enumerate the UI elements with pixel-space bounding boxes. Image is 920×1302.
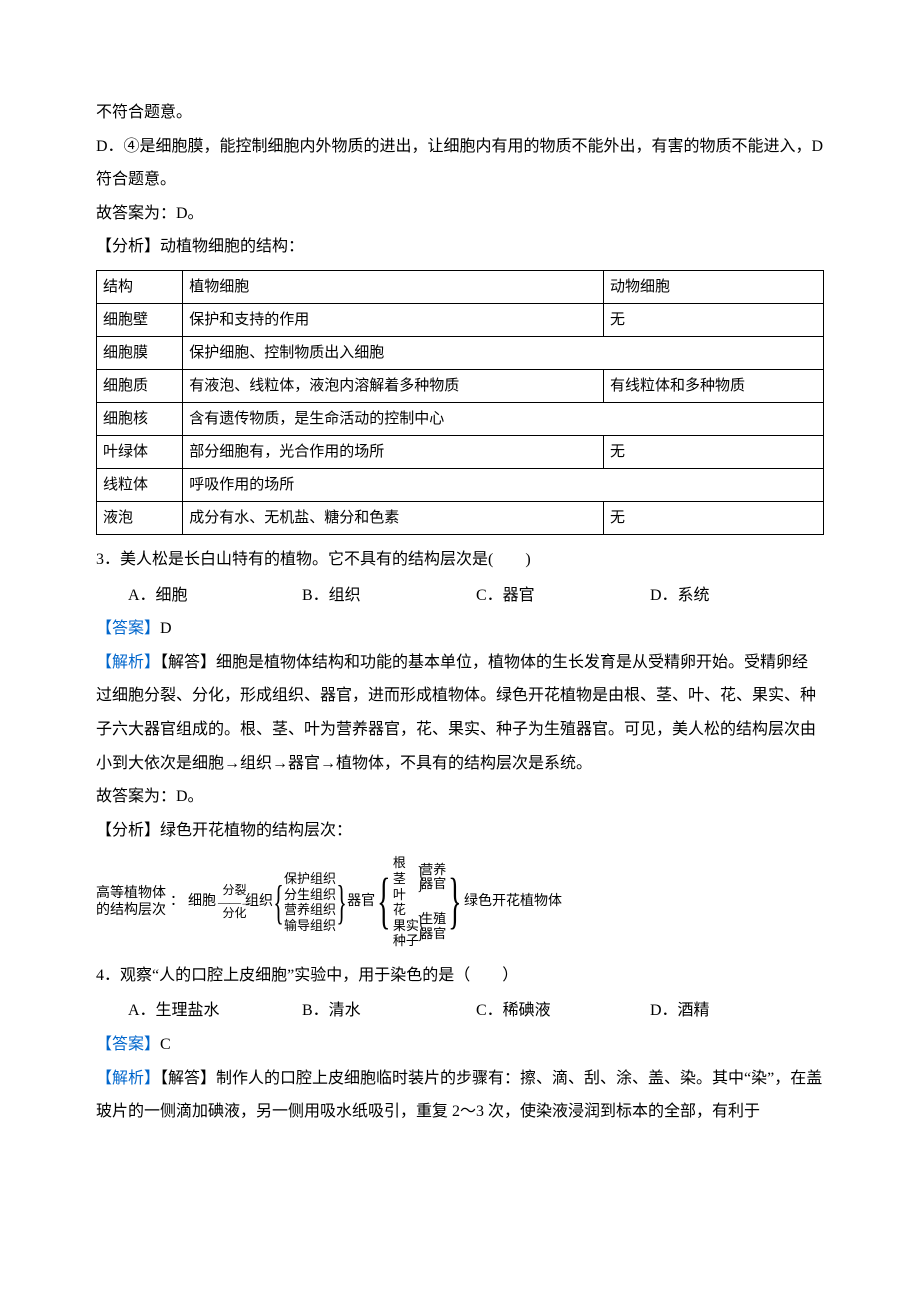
tissue-brace: { 保护组织 分生组织 营养组织 输导组织 } [273,871,347,933]
table-row: 细胞核 含有遗传物质，是生命活动的控制中心 [97,402,824,435]
q4-opt-a: A．生理盐水 [128,994,302,1028]
left-brace-icon: { [377,874,390,930]
q3-analysis-intro: 【分析】绿色开花植物的结构层次： [96,814,824,848]
q3-opt-b: B．组织 [302,579,476,613]
tissue-list: 保护组织 分生组织 营养组织 输导组织 [284,871,336,933]
tissue-node: 组织 [245,893,273,911]
q4-stem: 4．观察“人的口腔上皮细胞”实验中，用于染色的是（ ） [96,959,824,993]
explain-sub: 【解答】 [160,654,216,671]
q3-conclusion: 故答案为：D。 [96,780,824,814]
nutrition-group: } 营养 器官 [419,863,446,892]
left-brace-icon: { [273,881,283,924]
organ-node: 器官 [347,893,375,911]
table-row: 细胞质 有液泡、线粒体，液泡内溶解着多种物质 有线粒体和多种物质 [97,369,824,402]
colon: ： [170,893,184,911]
q2-option-d-explain: D．④是细胞膜，能控制细胞内外物质的进出，让细胞内有用的物质不能外出，有害的物质… [96,130,824,197]
q3-answer: 【答案】D [96,612,824,646]
q2-analysis-intro: 【分析】动植物细胞的结构： [96,230,824,264]
q3-opt-a: A．细胞 [128,579,302,613]
cell-structure-table: 结构 植物细胞 动物细胞 细胞壁 保护和支持的作用 无 细胞膜 保护细胞、控制物… [96,270,824,535]
th-plant: 植物细胞 [183,270,604,303]
organ-brace: { 根 茎 叶 花 果实 种子 } 营养 器官 } 生殖 器官 [375,855,464,949]
table-row: 细胞膜 保护细胞、控制物质出入细胞 [97,336,824,369]
q3-options: A．细胞 B．组织 C．器官 D．系统 [96,579,824,613]
answer-value: D [160,620,172,637]
explain-label: 【解析】 [96,654,160,671]
right-brace-icon: } [417,863,424,892]
organ-sub-groups: } 营养 器官 } 生殖 器官 [419,863,446,941]
q3-stem: 3．美人松是长白山特有的植物。它不具有的结构层次是( ) [96,543,824,577]
q4-answer: 【答案】C [96,1028,824,1062]
right-brace-icon: } [336,881,346,924]
q4-options: A．生理盐水 B．清水 C．稀碘液 D．酒精 [96,994,824,1028]
explain-body: 细胞是植物体结构和功能的基本单位，植物体的生长发育是从受精卵开始。受精卵经过细胞… [96,654,816,772]
table-row: 叶绿体 部分细胞有，光合作用的场所 无 [97,435,824,468]
answer-label: 【答案】 [96,620,160,637]
q4-opt-b: B．清水 [302,994,476,1028]
organ-list: 根 茎 叶 花 果实 种子 [393,855,419,949]
right-brace-icon: } [448,874,461,930]
table-row: 液泡 成分有水、无机盐、糖分和色素 无 [97,501,824,534]
explain-sub: 【解答】 [160,1070,216,1087]
th-structure: 结构 [97,270,183,303]
q3-opt-c: C．器官 [476,579,650,613]
table-row: 结构 植物细胞 动物细胞 [97,270,824,303]
explain-label: 【解析】 [96,1070,160,1087]
th-animal: 动物细胞 [603,270,823,303]
q4-opt-d: D．酒精 [650,994,824,1028]
cell-node: 细胞 [188,893,216,911]
q4-explain: 【解析】【解答】制作人的口腔上皮细胞临时装片的步骤有：擦、滴、刮、涂、盖、染。其… [96,1062,824,1129]
q2-continuation: 不符合题意。 [96,96,824,130]
plant-body-node: 绿色开花植物体 [464,893,562,911]
reproduction-group: } 生殖 器官 [419,912,446,941]
q3-opt-d: D．系统 [650,579,824,613]
table-row: 线粒体 呼吸作用的场所 [97,468,824,501]
right-brace-icon: } [417,912,424,941]
answer-value: C [160,1036,171,1053]
q4-opt-c: C．稀碘液 [476,994,650,1028]
hierarchy-title: 高等植物体 的结构层次 [96,885,166,920]
reproduction-label: 生殖 器官 [420,912,446,941]
answer-label: 【答案】 [96,1036,160,1053]
plant-hierarchy-diagram: 高等植物体 的结构层次 ： 细胞 分裂 ——→ 分化 组织 { 保护组织 分生组… [96,855,824,949]
nutrition-label: 营养 器官 [420,863,446,892]
q3-explain: 【解析】【解答】细胞是植物体结构和功能的基本单位，植物体的生长发育是从受精卵开始… [96,646,824,780]
q2-conclusion: 故答案为：D。 [96,197,824,231]
table-row: 细胞壁 保护和支持的作用 无 [97,303,824,336]
